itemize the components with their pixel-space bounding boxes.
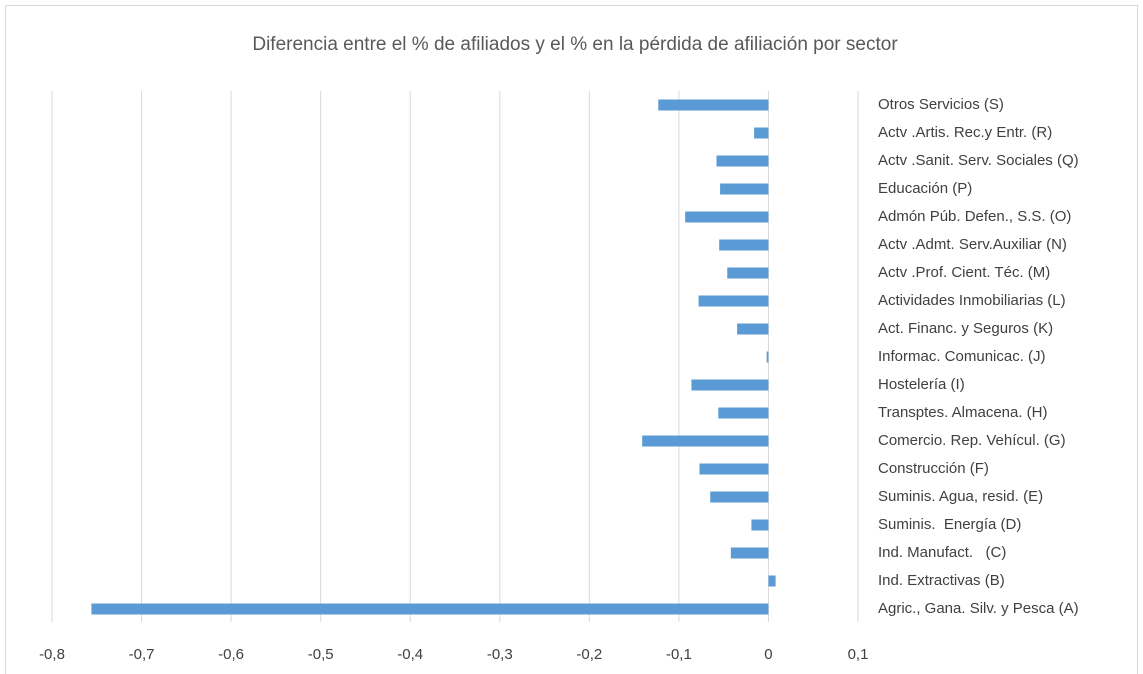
y-tick-label: Educación (P) bbox=[878, 180, 972, 197]
bar bbox=[768, 575, 776, 587]
y-tick-label: Actv .Sanit. Serv. Sociales (Q) bbox=[878, 152, 1079, 169]
x-tick-label: -0,2 bbox=[576, 646, 602, 663]
bar bbox=[727, 267, 769, 279]
bar bbox=[699, 463, 769, 475]
y-tick-label: Construcción (F) bbox=[878, 460, 989, 477]
bar bbox=[691, 379, 769, 391]
bar bbox=[720, 183, 769, 195]
x-tick-label: -0,4 bbox=[397, 646, 423, 663]
y-tick-label: Transptes. Almacena. (H) bbox=[878, 404, 1048, 421]
y-tick-label: Actv .Artis. Rec.y Entr. (R) bbox=[878, 124, 1052, 141]
y-tick-label: Informac. Comunicac. (J) bbox=[878, 348, 1046, 365]
bar bbox=[766, 351, 769, 363]
x-tick-label: 0,1 bbox=[848, 646, 869, 663]
bar bbox=[716, 155, 769, 167]
bar bbox=[730, 547, 769, 559]
y-tick-label: Actividades Inmobiliarias (L) bbox=[878, 292, 1066, 309]
bar bbox=[685, 211, 769, 223]
bar bbox=[718, 407, 769, 419]
bar bbox=[754, 127, 769, 139]
bar bbox=[719, 239, 769, 251]
y-tick-label: Ind. Manufact. (C) bbox=[878, 544, 1006, 561]
x-tick-label: 0 bbox=[764, 646, 772, 663]
y-tick-label: Actv .Prof. Cient. Téc. (M) bbox=[878, 264, 1050, 281]
bar bbox=[710, 491, 769, 503]
x-tick-label: -0,5 bbox=[308, 646, 334, 663]
x-tick-label: -0,3 bbox=[487, 646, 513, 663]
y-tick-label: Agric., Gana. Silv. y Pesca (A) bbox=[878, 600, 1079, 617]
bar bbox=[642, 435, 769, 447]
bar bbox=[91, 603, 769, 615]
bar bbox=[737, 323, 769, 335]
x-tick-label: -0,7 bbox=[129, 646, 155, 663]
y-tick-label: Suminis. Energía (D) bbox=[878, 516, 1021, 533]
y-tick-label: Comercio. Rep. Vehícul. (G) bbox=[878, 432, 1066, 449]
bar bbox=[658, 99, 769, 111]
bar bbox=[698, 295, 769, 307]
chart-title: Diferencia entre el % de afiliados y el … bbox=[252, 34, 898, 55]
y-tick-label: Admón Púb. Defen., S.S. (O) bbox=[878, 208, 1071, 225]
bar bbox=[751, 519, 769, 531]
y-tick-label: Ind. Extractivas (B) bbox=[878, 572, 1005, 589]
y-tick-label: Suminis. Agua, resid. (E) bbox=[878, 488, 1043, 505]
x-tick-label: -0,6 bbox=[218, 646, 244, 663]
y-tick-label: Act. Financ. y Seguros (K) bbox=[878, 320, 1053, 337]
y-tick-label: Otros Servicios (S) bbox=[878, 96, 1004, 113]
x-tick-label: -0,1 bbox=[666, 646, 692, 663]
chart-border bbox=[5, 5, 1138, 674]
x-tick-label: -0,8 bbox=[39, 646, 65, 663]
y-tick-label: Hostelería (I) bbox=[878, 376, 965, 393]
y-tick-label: Actv .Admt. Serv.Auxiliar (N) bbox=[878, 236, 1067, 253]
